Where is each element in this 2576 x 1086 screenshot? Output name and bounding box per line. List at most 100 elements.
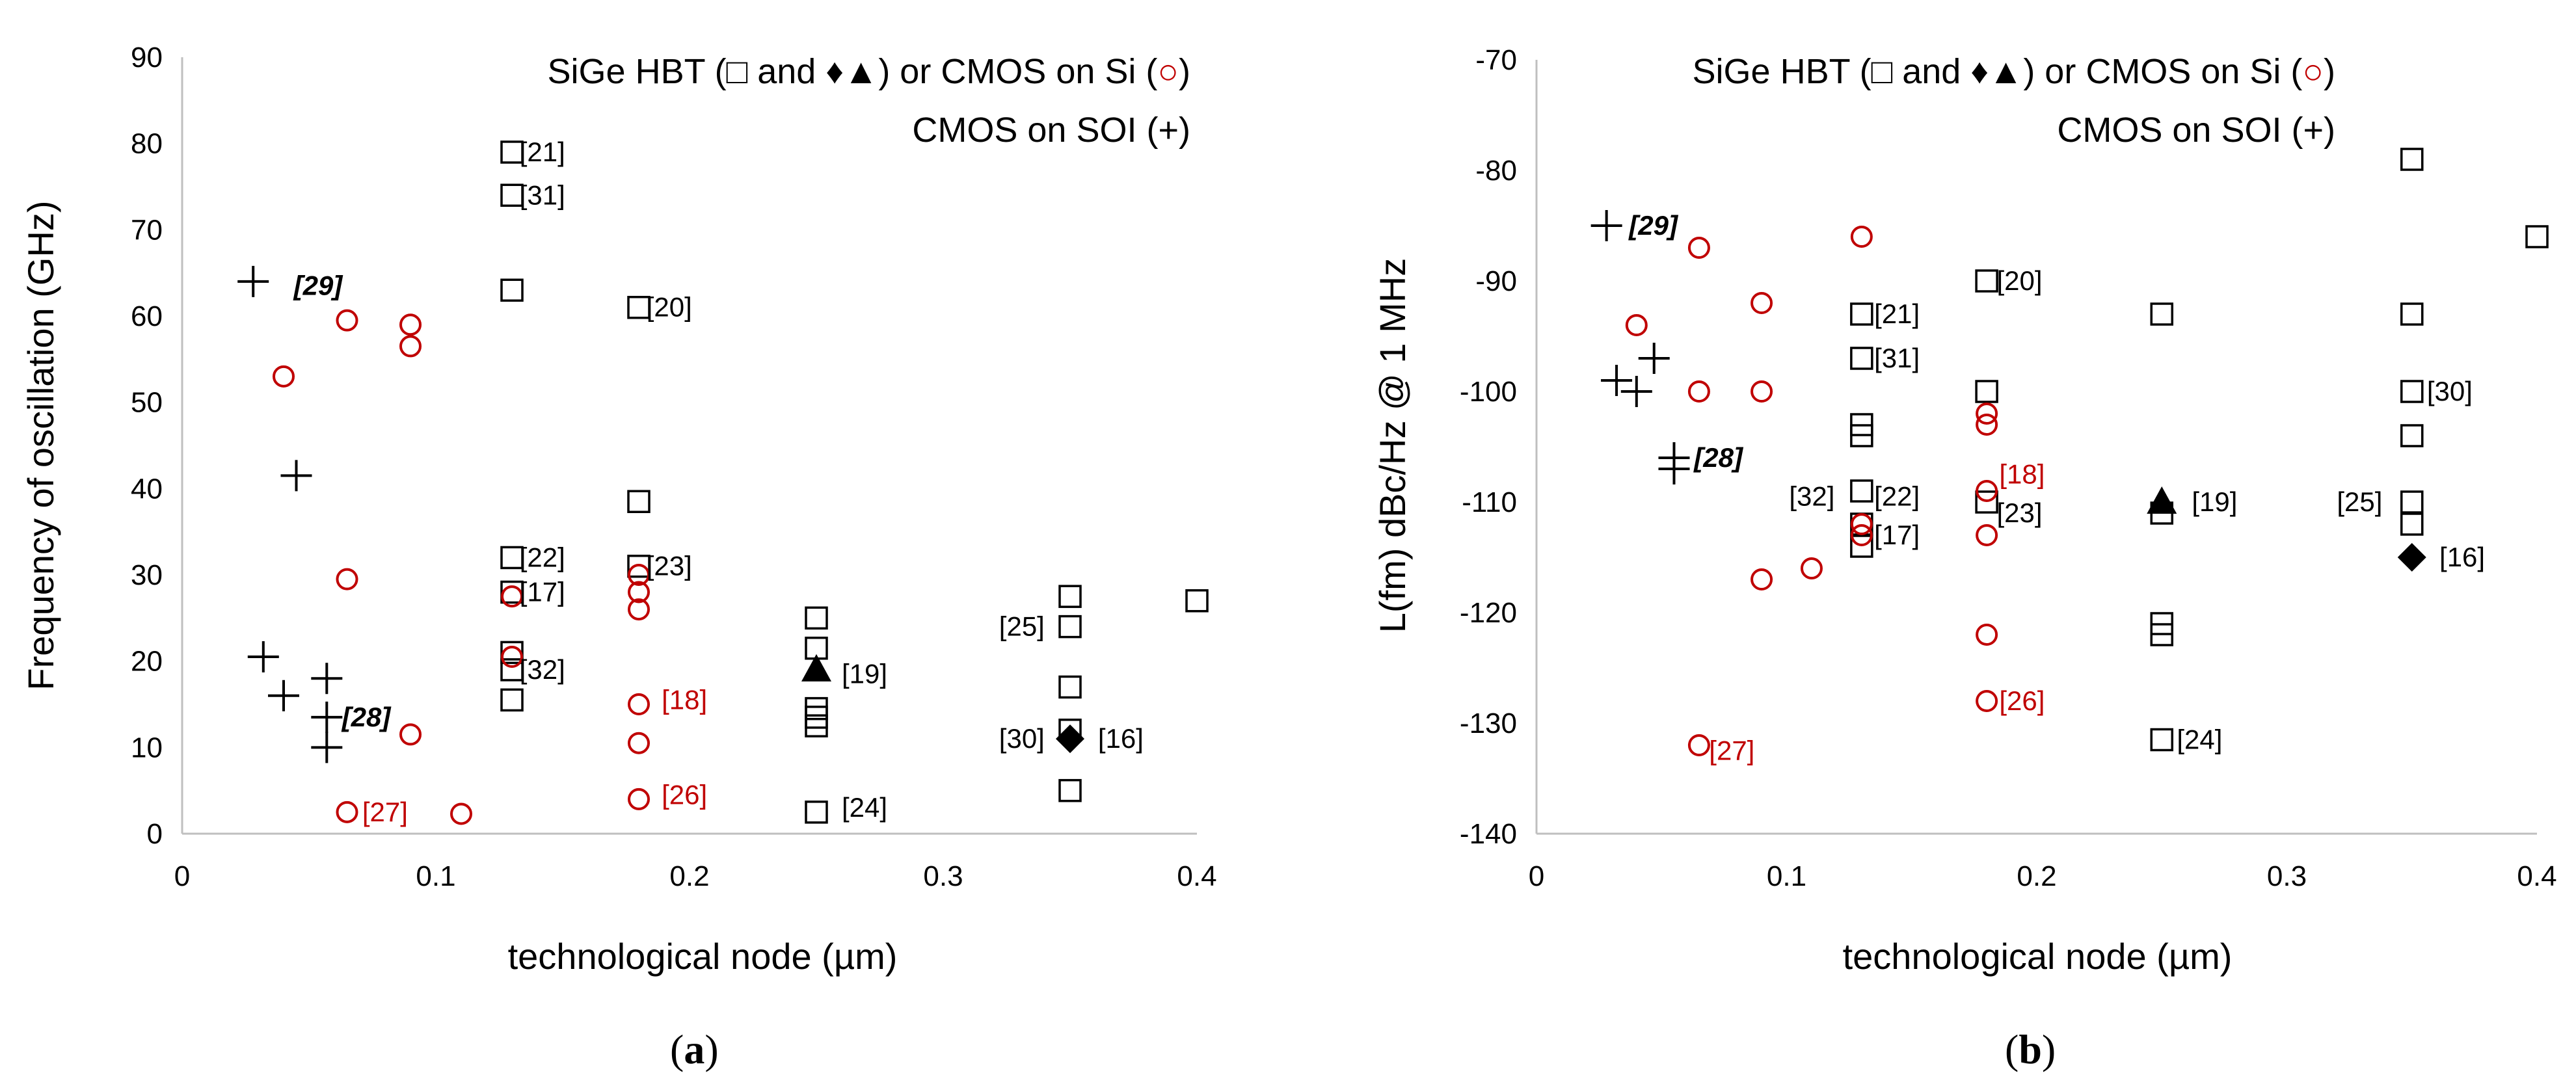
square-marker — [1850, 535, 1873, 558]
circle-marker — [628, 564, 650, 586]
y-tick-label-b: -100 — [1460, 376, 1517, 408]
x-tick-label-b: 0.3 — [2267, 860, 2307, 892]
y-tick-label-a: 80 — [131, 128, 163, 160]
reference-label: [17] — [1874, 520, 1920, 550]
reference-label: [22] — [1874, 481, 1920, 512]
square-marker — [2525, 225, 2549, 248]
square-marker — [805, 606, 828, 630]
square-marker — [627, 554, 651, 578]
circle-marker — [1751, 292, 1773, 314]
square-marker — [500, 658, 524, 682]
square-marker — [2400, 380, 2424, 403]
square-marker — [1975, 269, 1998, 293]
plus-marker — [1601, 365, 1633, 396]
square-marker — [1850, 347, 1873, 370]
panel-label-a: (a) — [670, 1026, 719, 1072]
reference-label: [16] — [1098, 723, 1144, 754]
legend-line-1-b: SiGe HBT (□ and ♦▲) or CMOS on Si (○) — [1693, 52, 2335, 91]
square-marker — [1185, 589, 1209, 613]
x-tick-label-b: 0.2 — [2017, 860, 2056, 892]
reference-label: [26] — [662, 779, 707, 810]
y-tick-label-b: -120 — [1460, 597, 1517, 629]
x-tick-label-a: 0.3 — [923, 860, 963, 892]
circle-marker — [1687, 734, 1710, 756]
circle-marker — [1800, 557, 1823, 579]
circle-marker — [628, 788, 650, 810]
plus-marker — [247, 641, 279, 673]
square-marker — [2150, 728, 2173, 752]
panel-label-segment: ( — [2005, 1026, 2019, 1072]
legend-segment: ) or CMOS on Si ( — [2023, 52, 2302, 91]
x-tick-label-a: 0.2 — [669, 860, 709, 892]
circle-marker — [336, 568, 358, 590]
legend-segment: ) or CMOS on Si ( — [878, 52, 1157, 91]
square-marker — [805, 714, 828, 737]
reference-label: [30] — [999, 723, 1045, 754]
square-marker — [1058, 778, 1082, 802]
legend-segment: ) — [1179, 52, 1190, 91]
circle-marker — [1976, 690, 1998, 712]
reference-label: [18] — [662, 684, 707, 715]
y-tick-label-b: -130 — [1460, 708, 1517, 739]
square-marker — [1850, 479, 1873, 503]
y-tick-label-b: -70 — [1475, 44, 1517, 76]
reference-label: [28] — [341, 702, 392, 732]
legend-segment: ♦▲ — [1970, 52, 2023, 91]
plus-marker — [280, 460, 312, 492]
square-marker — [1850, 302, 1873, 326]
y-tick-label-b: -80 — [1475, 155, 1517, 187]
reference-label: [18] — [1999, 459, 2045, 490]
circle-marker — [1687, 380, 1710, 403]
reference-label: [31] — [520, 179, 565, 210]
circle-marker — [1976, 624, 1998, 646]
square-marker — [2400, 424, 2424, 447]
square-marker — [2400, 302, 2424, 326]
legend-segment: and — [1892, 52, 1970, 91]
y-tick-label-a: 30 — [131, 559, 163, 591]
x-tick-label-a: 0.1 — [416, 860, 455, 892]
circle-marker — [628, 693, 650, 715]
square-marker — [2400, 148, 2424, 171]
legend-line-1-a: SiGe HBT (□ and ♦▲) or CMOS on Si (○) — [548, 52, 1190, 91]
plus-marker — [1590, 210, 1622, 241]
circle-marker — [1976, 480, 1998, 502]
y-tick-label-a: 90 — [131, 42, 163, 73]
panel-label-segment: ( — [670, 1026, 684, 1072]
square-marker — [1975, 490, 1998, 514]
y-tick-label-a: 50 — [131, 387, 163, 419]
circle-marker — [501, 646, 523, 669]
square-marker — [2400, 490, 2424, 514]
circle-marker — [336, 801, 358, 823]
circle-marker — [1687, 237, 1710, 259]
square-marker — [805, 801, 828, 824]
legend-line-2-a: CMOS on SOI (+) — [912, 111, 1190, 150]
reference-label: [27] — [362, 797, 408, 827]
reference-label: [22] — [520, 542, 565, 572]
plus-marker — [268, 680, 299, 711]
reference-label: [30] — [2427, 376, 2473, 406]
reference-label: [19] — [842, 659, 887, 689]
y-axis-label-b: L(fm) dBc/Hz @ 1 MHz — [1372, 258, 1413, 633]
reference-label: [24] — [842, 792, 887, 823]
diamond-marker — [2397, 543, 2426, 572]
circle-marker — [1976, 524, 1998, 546]
y-tick-label-a: 70 — [131, 214, 163, 246]
square-marker — [500, 688, 524, 712]
circle-marker — [1751, 568, 1773, 590]
circle-marker — [273, 365, 295, 388]
legend-segment: ○ — [1157, 52, 1179, 91]
plus-marker — [311, 732, 343, 763]
reference-label: [31] — [1874, 343, 1920, 373]
plus-marker — [1638, 343, 1670, 374]
circle-marker — [1850, 513, 1873, 535]
square-marker — [627, 295, 651, 319]
y-tick-label-a: 20 — [131, 646, 163, 678]
x-tick-label-b: 0 — [1529, 860, 1544, 892]
square-marker — [1058, 585, 1082, 608]
plus-marker — [237, 265, 269, 297]
panel-label-segment: a — [684, 1026, 704, 1072]
x-axis-label-b: technological node (µm) — [1843, 936, 2233, 977]
square-marker — [627, 490, 651, 513]
square-marker — [500, 580, 524, 604]
y-tick-label-b: -90 — [1475, 265, 1517, 297]
